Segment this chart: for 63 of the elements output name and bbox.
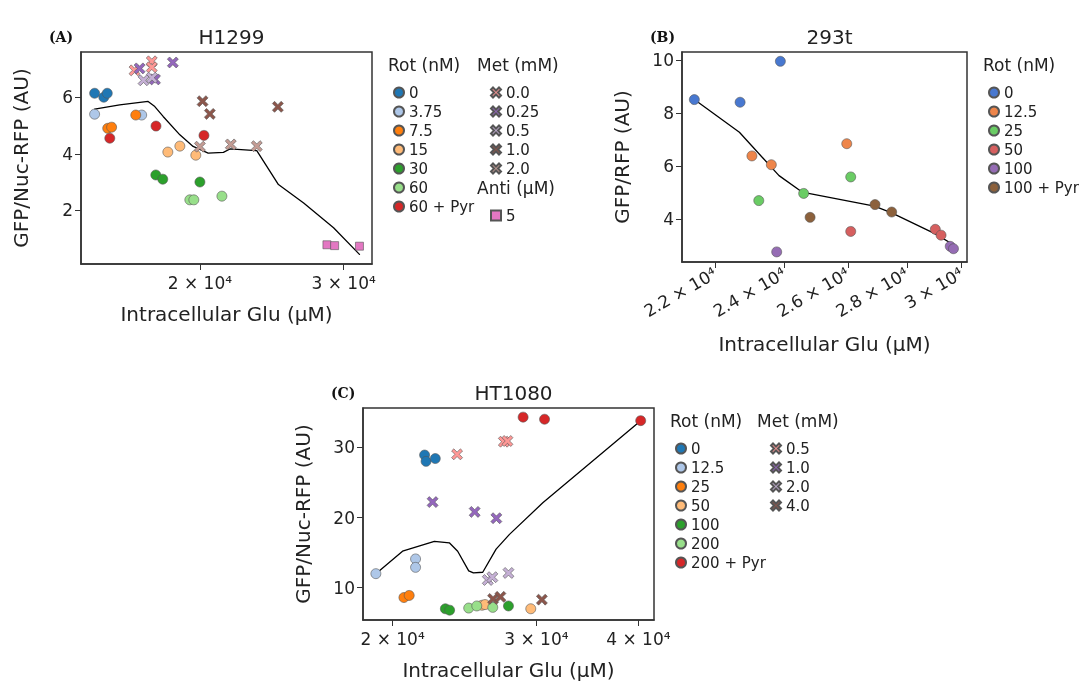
legend-label: 12.5 [691,458,725,477]
legend-label: 100 [691,515,720,534]
legend-label: 60 + Pyr [409,197,476,216]
x-tick-label: 2 × 10⁴ [167,272,233,293]
x-axis-title: Intracellular Glu (µM) [718,332,931,356]
legend-label: 200 + Pyr [691,553,767,572]
legend-label: 2.0 [786,477,810,496]
y-tick-label: 4 [663,209,674,230]
text: Met (mM) [477,54,559,75]
x-axis-title: Intracellular Glu (µM) [402,658,615,682]
x-tick-label: 4 × 10⁴ [606,628,671,649]
y-tick-label: 10 [652,49,674,70]
legend-label: 0 [691,439,701,458]
text: Anti (µM) [477,177,555,198]
text: Rot (nM) [670,410,743,431]
legend-label: 1.0 [786,458,810,477]
legend-label: 50 [1004,140,1024,159]
y-tick-label: 30 [333,437,355,458]
x-tick-label: 3 × 10⁴ [311,272,376,293]
chart-title: 293t [806,25,853,49]
chart-title: H1299 [198,25,265,49]
text: (B) [650,29,676,45]
legend-label: 50 [691,496,711,515]
legend-label: 100 [1004,159,1033,178]
y-tick-label: 2 [62,200,73,221]
y-axis-title: GFP/Nuc-RFP (AU) [291,424,315,604]
legend-label: 0 [1004,83,1014,102]
y-axis-title: GFP/Nuc-RFP (AU) [9,68,33,248]
legend-label: 200 [691,534,720,553]
text: Rot (nM) [388,54,461,75]
x-tick-label: 2 × 10⁴ [360,628,425,649]
legend-label: 100 + Pyr [1004,178,1080,197]
legend-label: 12.5 [1004,102,1038,121]
legend-label: 4.0 [786,496,810,515]
y-tick-label: 6 [62,87,73,108]
legend-label: 3.75 [409,102,443,121]
text: (C) [331,385,356,401]
text: Rot (nM) [983,54,1056,75]
legend-label: 60 [409,178,429,197]
y-tick-label: 8 [663,103,674,124]
legend-label: 5 [506,206,516,225]
legend-label: 0.25 [506,102,540,121]
y-tick-label: 4 [62,143,73,164]
legend-label: 15 [409,140,429,159]
legend-label: 25 [691,477,711,496]
legend-label: 7.5 [409,121,433,140]
x-tick-label: 3 × 10⁴ [504,628,569,649]
text: Met (mM) [757,410,839,431]
y-tick-label: 6 [663,156,674,177]
legend-label: 0.5 [786,439,810,458]
y-tick-label: 20 [333,507,355,528]
legend-label: 2.0 [506,159,530,178]
legend-label: 25 [1004,121,1024,140]
legend-label: 1.0 [506,140,530,159]
legend-label: 0.5 [506,121,530,140]
chart-title: HT1080 [474,381,553,405]
legend-label: 0.0 [506,83,530,102]
x-axis-title: Intracellular Glu (µM) [120,302,333,326]
legend-label: 0 [409,83,419,102]
text: (A) [49,29,74,45]
y-axis-title: GFP/RFP (AU) [610,90,634,224]
legend-label: 30 [409,159,429,178]
y-tick-label: 10 [333,577,355,598]
